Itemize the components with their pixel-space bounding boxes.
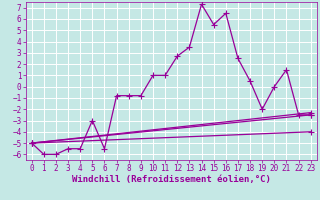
X-axis label: Windchill (Refroidissement éolien,°C): Windchill (Refroidissement éolien,°C) [72,175,271,184]
